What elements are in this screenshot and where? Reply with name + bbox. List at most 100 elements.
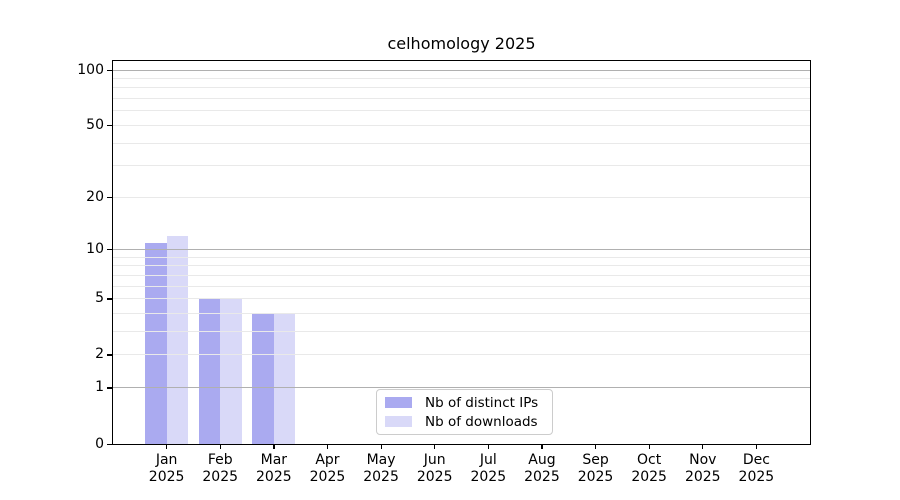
x-tick-mark (702, 445, 704, 449)
x-tick-month: Jun (423, 452, 446, 468)
x-tick-year: 2025 (684, 468, 721, 485)
gridline-minor (113, 331, 810, 333)
gridline-minor (113, 313, 810, 315)
x-tick-month: May (366, 452, 396, 468)
x-tick-month: Aug (528, 452, 556, 468)
x-tick-year: 2025 (256, 468, 292, 485)
x-tick-mark (434, 445, 436, 449)
bar-downloads (220, 298, 242, 444)
y-tick-mark (107, 69, 112, 71)
x-tick-month: Feb (207, 452, 233, 468)
x-tick-mark (380, 445, 382, 449)
y-tick-mark (107, 387, 112, 389)
x-tick-label: Mar 2025 (239, 452, 309, 485)
legend-label: Nb of distinct IPs (425, 394, 539, 411)
x-tick-label: Oct 2025 (614, 452, 684, 485)
y-tick-label: 10 (86, 241, 104, 258)
x-tick-mark (648, 445, 650, 449)
x-tick-label: Dec 2025 (721, 452, 791, 485)
x-tick-label: Nov 2025 (668, 452, 738, 485)
y-tick-mark (107, 443, 112, 445)
y-tick-label: 5 (95, 290, 104, 307)
legend: Nb of distinct IPs Nb of downloads (376, 389, 553, 435)
plot-area (112, 60, 811, 445)
x-tick-label: Feb 2025 (185, 452, 255, 485)
x-tick-year: 2025 (416, 468, 453, 485)
grid-layer (113, 61, 810, 444)
x-tick-mark (541, 445, 543, 449)
x-tick-year: 2025 (309, 468, 346, 485)
y-tick-mark (107, 298, 112, 300)
gridline-minor (113, 275, 810, 277)
x-tick-mark (595, 445, 597, 449)
legend-swatch-downloads (385, 416, 412, 427)
gridline-minor (113, 285, 810, 287)
y-tick-label: 0 (95, 435, 104, 452)
y-tick-label: 100 (77, 61, 104, 78)
x-tick-label: Aug 2025 (507, 452, 577, 485)
x-tick-label: Jul 2025 (453, 452, 523, 485)
x-tick-mark (166, 445, 168, 449)
gridline-minor (113, 354, 810, 356)
y-tick-label: 2 (95, 346, 104, 363)
gridline-minor (113, 265, 810, 267)
gridline-minor (113, 196, 810, 198)
y-tick-mark (107, 249, 112, 251)
y-tick-mark (107, 124, 112, 127)
legend-item: Nb of downloads (385, 414, 552, 430)
x-tick-month: Jul (479, 452, 497, 468)
x-tick-mark (219, 445, 221, 449)
legend-label: Nb of downloads (425, 413, 538, 430)
x-tick-mark (326, 445, 329, 449)
gridline-minor (113, 165, 810, 167)
gridline-minor (113, 256, 810, 258)
x-tick-mark (487, 445, 489, 449)
gridline-major (113, 249, 810, 251)
bar-distinct-ips (198, 298, 221, 444)
bar-downloads (273, 313, 296, 444)
x-tick-month: Dec (742, 452, 770, 468)
gridline-minor (113, 78, 810, 80)
x-tick-month: Nov (689, 452, 717, 468)
gridline-minor (113, 87, 810, 89)
bar-downloads (166, 236, 189, 444)
bar-distinct-ips (145, 242, 167, 444)
y-tick-label: 20 (86, 188, 104, 205)
x-tick-label: Jun 2025 (400, 452, 470, 485)
legend-swatch-distinct-ips (385, 397, 412, 408)
gridline-minor (113, 298, 810, 300)
x-tick-year: 2025 (738, 468, 775, 485)
bars-layer (113, 61, 810, 444)
x-tick-mark (755, 445, 758, 449)
x-tick-month: Sep (582, 452, 609, 468)
x-tick-year: 2025 (470, 468, 507, 485)
x-tick-year: 2025 (577, 468, 614, 485)
gridline-minor (113, 124, 810, 126)
x-tick-month: Mar (260, 452, 288, 468)
y-tick-mark (107, 354, 112, 356)
x-tick-year: 2025 (631, 468, 667, 485)
x-tick-year: 2025 (202, 468, 239, 485)
x-tick-label: Sep 2025 (561, 452, 631, 485)
x-tick-month: Apr (315, 452, 340, 468)
y-tick-label: 50 (86, 116, 104, 133)
x-tick-year: 2025 (363, 468, 399, 485)
x-tick-label: Jan 2025 (132, 452, 202, 485)
x-tick-month: Jan (155, 452, 178, 468)
gridline-minor (113, 142, 810, 144)
gridline-major (113, 69, 810, 71)
gridline-major (113, 387, 810, 389)
gridline-minor (113, 98, 810, 100)
legend-item: Nb of distinct IPs (385, 395, 552, 411)
y-tick-mark (107, 196, 112, 199)
x-tick-mark (273, 445, 275, 449)
x-tick-year: 2025 (148, 468, 185, 485)
bar-distinct-ips (252, 313, 274, 444)
x-tick-label: Apr 2025 (292, 452, 362, 485)
chart-title: celhomology 2025 (387, 34, 536, 53)
x-tick-label: May 2025 (346, 452, 416, 485)
y-tick-label: 1 (95, 379, 104, 396)
x-tick-month: Oct (637, 452, 662, 468)
gridline-minor (113, 110, 810, 112)
